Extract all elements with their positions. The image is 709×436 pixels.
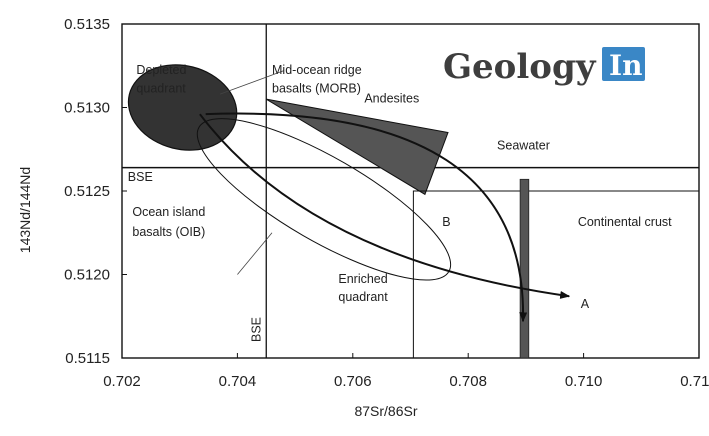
logo-badge-text: In <box>609 49 642 82</box>
x-tick-label: 0.710 <box>565 373 603 390</box>
x-axis-label: 87Sr/86Sr <box>354 403 417 419</box>
trend-arrow-b <box>205 112 528 323</box>
y-tick-label: 0.5125 <box>64 183 110 200</box>
x-tick-label: 0.702 <box>103 373 141 390</box>
annotation-quadrant: quadrant <box>136 81 186 95</box>
annotation-mid-ocean-ridge: Mid-ocean ridge <box>272 63 362 77</box>
x-tick-label: 0.708 <box>449 373 487 390</box>
field-seawater <box>519 178 530 359</box>
x-tick-label: 0.706 <box>334 373 372 390</box>
morb-leader-line <box>219 70 284 95</box>
y-tick-label: 0.5120 <box>64 267 110 284</box>
field-continental-crust <box>412 190 699 358</box>
annotation-bse: BSE <box>128 170 153 184</box>
annotation-bse-vertical: BSE <box>249 317 263 342</box>
annotation-seawater: Seawater <box>497 138 550 152</box>
oib-leader-line <box>237 232 273 275</box>
logo-text: Geology <box>443 47 597 87</box>
annotation-enriched: Enriched <box>338 272 387 286</box>
x-tick-label: 0.712 <box>680 373 709 390</box>
y-tick-label: 0.5135 <box>64 16 110 33</box>
annotation-basalts-morb: basalts (MORB) <box>272 81 361 95</box>
annotation-depleted: Depleted <box>136 63 186 77</box>
annotation-basalts-oib: basalts (OIB) <box>132 225 205 239</box>
annotation-ocean-island: Ocean island <box>132 205 205 219</box>
annotation-a: A <box>581 297 590 311</box>
y-axis-label: 143Nd/144Nd <box>17 167 33 253</box>
field-andesites <box>265 98 449 196</box>
logo: Geology In <box>443 47 645 87</box>
logo-badge <box>602 47 645 81</box>
field-morb <box>127 64 238 151</box>
y-tick-label: 0.5130 <box>64 100 110 117</box>
y-tick-label: 0.5115 <box>65 350 110 367</box>
annotation-quadrant: quadrant <box>338 290 388 304</box>
x-tick-label: 0.704 <box>219 373 257 390</box>
trend-arrow-a <box>199 113 571 299</box>
annotation-b: B <box>442 215 450 229</box>
annotation-continental-crust: Continental crust <box>578 215 672 229</box>
annotation-andesites: Andesites <box>364 91 419 105</box>
